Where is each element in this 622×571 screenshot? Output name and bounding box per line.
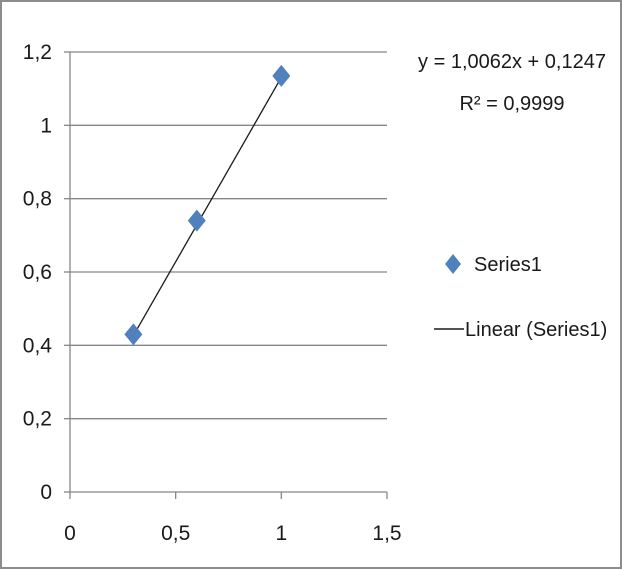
axes xyxy=(64,51,388,499)
y-tick-label-2: 0,4 xyxy=(23,334,53,357)
tick-labels: 0 0,2 0,4 0,6 0,8 1 1,2 0 0,5 1 1,5 xyxy=(23,41,402,545)
y-tick-label-5: 1 xyxy=(40,114,52,137)
r-squared-label: R² = 0,9999 xyxy=(459,93,564,115)
legend-diamond-icon xyxy=(445,254,461,274)
y-tick-label-1: 0,2 xyxy=(23,408,52,431)
data-points xyxy=(124,64,291,346)
y-tick-label-0: 0 xyxy=(40,481,52,504)
data-point-0-0 xyxy=(124,323,143,346)
x-tick-label-3: 1,5 xyxy=(372,522,401,545)
legend-trend-label: Linear (Series1) xyxy=(465,319,607,341)
x-tick-label-1: 0,5 xyxy=(161,522,190,545)
y-tick-label-3: 0,6 xyxy=(23,261,52,284)
trendline-equation: y = 1,0062x + 0,1247 xyxy=(418,51,606,73)
trendline-path xyxy=(132,77,282,336)
gridlines xyxy=(70,51,387,420)
y-tick-label-6: 1,2 xyxy=(23,41,52,64)
data-point-0-2 xyxy=(272,64,291,87)
legend: Series1 Linear (Series1) xyxy=(434,254,607,341)
trendline xyxy=(132,77,282,336)
legend-series-label: Series1 xyxy=(474,254,542,276)
data-point-0-1 xyxy=(187,209,206,232)
x-tick-label-2: 1 xyxy=(275,522,287,545)
y-tick-label-4: 0,8 xyxy=(23,188,52,211)
x-tick-label-0: 0 xyxy=(64,522,76,545)
